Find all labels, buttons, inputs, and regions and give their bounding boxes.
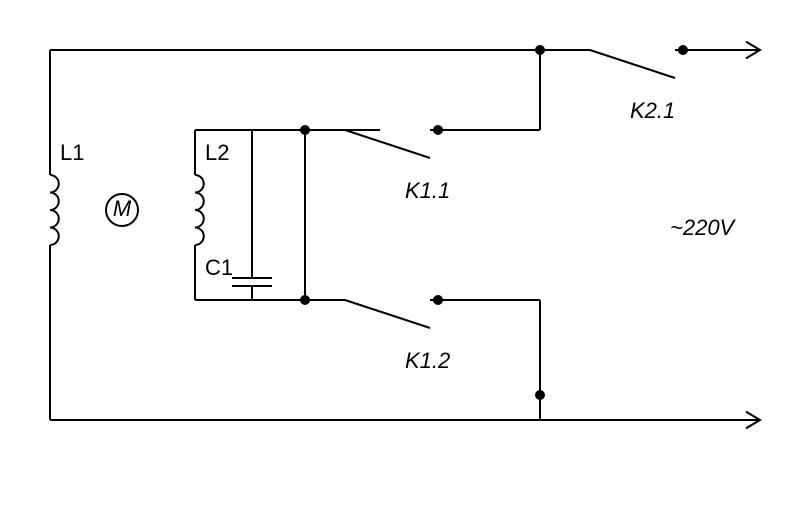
label-K21: K2.1 <box>630 98 675 123</box>
node <box>433 295 443 305</box>
label-K11: K1.1 <box>405 178 450 203</box>
switch-blade <box>345 300 430 328</box>
inductor-L1 <box>50 175 59 245</box>
inductor-L2 <box>195 175 204 245</box>
node <box>535 390 545 400</box>
contact-K21 <box>540 50 760 78</box>
switch-blade <box>590 50 675 78</box>
node <box>433 125 443 135</box>
label-K12: K1.2 <box>405 348 450 373</box>
node <box>535 45 545 55</box>
switch-blade <box>345 130 430 158</box>
node <box>300 295 310 305</box>
contact-K12 <box>305 300 540 328</box>
label-L1: L1 <box>60 140 84 165</box>
label-L2: L2 <box>205 140 229 165</box>
capacitor-C1 <box>232 278 272 286</box>
node <box>300 125 310 135</box>
label-C1: C1 <box>205 255 233 280</box>
contact-K11 <box>305 130 540 158</box>
node <box>678 45 688 55</box>
motor-label: M <box>113 196 132 221</box>
label-220V: ~220V <box>670 215 737 240</box>
